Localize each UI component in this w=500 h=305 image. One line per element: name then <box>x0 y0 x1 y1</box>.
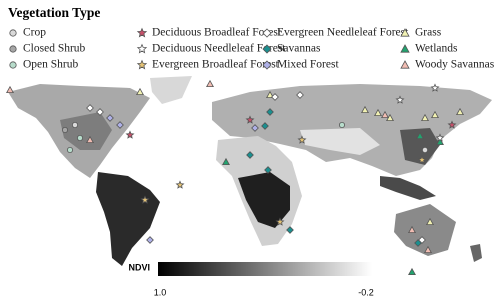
symbol <box>418 236 426 244</box>
site-markers <box>6 79 464 276</box>
symbol <box>275 217 285 226</box>
legend-label: Mixed Forest <box>277 59 339 71</box>
legend-label: Wetlands <box>415 43 458 55</box>
symbol <box>245 115 255 124</box>
legend-label: Grass <box>415 27 442 39</box>
symbol <box>426 217 434 226</box>
legend-label: Woody Savannas <box>415 59 495 71</box>
symbol <box>140 195 150 204</box>
legend-label: Evergreen Needleleaf Forest <box>277 27 409 39</box>
symbol <box>266 90 274 99</box>
symbol <box>146 236 154 244</box>
symbol <box>96 108 104 116</box>
symbol <box>136 87 144 96</box>
symbol <box>116 121 124 129</box>
symbol <box>421 146 429 154</box>
symbol <box>297 135 307 144</box>
symbol <box>9 45 17 53</box>
symbol <box>416 131 424 140</box>
symbol <box>408 267 416 276</box>
legend-label: Evergreen Broadleaf Forest <box>152 59 280 71</box>
symbol <box>71 121 79 129</box>
symbol <box>262 28 272 38</box>
symbol <box>436 137 444 146</box>
symbol <box>435 133 445 142</box>
colorbar-max-label: -0.2 <box>358 287 374 297</box>
symbol <box>206 79 214 88</box>
symbol <box>447 120 457 129</box>
legend-title: Vegetation Type <box>8 5 100 20</box>
symbol <box>76 134 84 142</box>
symbol <box>61 126 69 134</box>
symbol <box>86 104 94 112</box>
legend-label: Crop <box>23 27 46 39</box>
symbol <box>86 135 94 144</box>
colorbar-min-label: 1.0 <box>154 287 167 297</box>
symbol <box>9 61 17 69</box>
symbol <box>262 60 272 70</box>
symbol <box>338 121 346 129</box>
symbol <box>417 155 427 164</box>
symbol <box>296 91 304 99</box>
world-map <box>8 76 492 266</box>
symbol <box>395 95 405 104</box>
colorbar <box>158 262 372 276</box>
legend-label: Deciduous Needleleaf Forest <box>152 43 286 55</box>
symbol <box>251 124 259 132</box>
symbol <box>400 44 410 53</box>
symbol <box>400 28 410 37</box>
symbol <box>381 110 389 119</box>
symbol <box>424 245 432 254</box>
symbol <box>66 146 74 154</box>
legend-label: Deciduous Broadleaf Forest <box>152 27 282 39</box>
symbol <box>262 44 272 54</box>
symbol <box>400 60 410 69</box>
symbol <box>266 108 274 116</box>
symbol <box>271 93 279 101</box>
legend-label: Closed Shrub <box>23 43 86 55</box>
symbol <box>286 226 294 234</box>
symbol <box>264 166 272 174</box>
symbol <box>6 85 14 94</box>
symbol <box>431 110 439 119</box>
symbol <box>421 113 429 122</box>
symbol <box>136 27 148 38</box>
symbol <box>361 105 369 114</box>
symbol <box>430 83 440 92</box>
symbol <box>408 225 416 234</box>
colorbar-label: NDVI <box>128 262 150 272</box>
symbol <box>125 130 135 139</box>
symbol <box>456 107 464 116</box>
symbol <box>246 151 254 159</box>
symbol <box>136 43 148 54</box>
legend-label: Savannas <box>277 43 321 55</box>
symbol <box>261 122 269 130</box>
symbol <box>374 108 382 117</box>
legend: Crop Closed Shrub Open Shrub Deciduous Broa… <box>9 27 495 71</box>
symbol <box>175 180 185 189</box>
symbol <box>9 29 17 37</box>
symbol <box>136 59 148 70</box>
legend-label: Open Shrub <box>23 59 79 71</box>
symbol <box>222 157 230 166</box>
symbol <box>106 114 114 122</box>
